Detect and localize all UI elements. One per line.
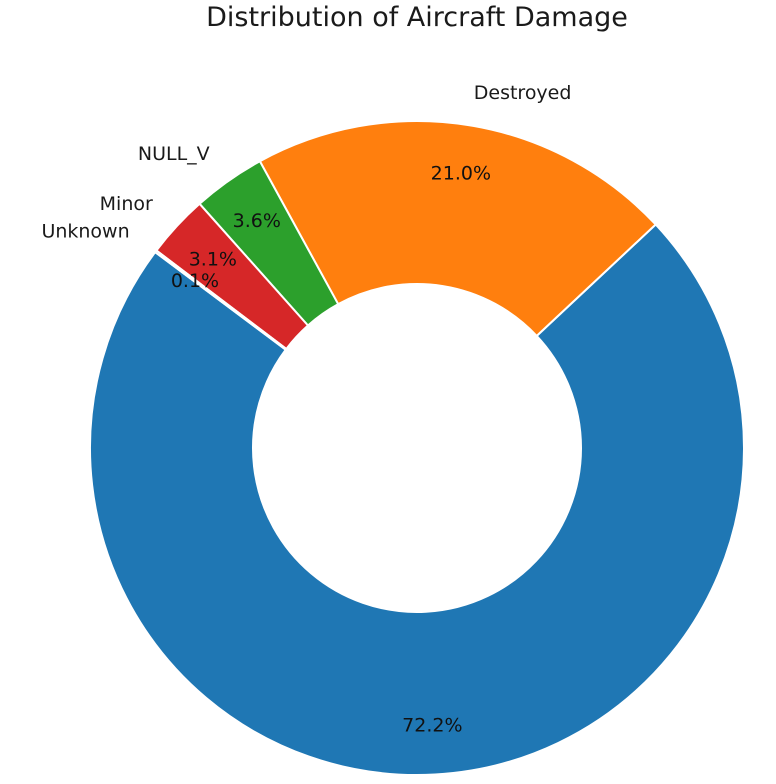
pct-label: 0.1% [171,270,219,292]
labels-group: 72.2% 21.0% Destroyed 3.6% NULL_V 3.1% Minor 0.… [41,82,571,737]
pct-label: 3.1% [189,248,237,270]
slice-label: Minor [100,193,153,215]
slice-label: Unknown [41,221,129,243]
pct-label: 72.2% [402,715,462,737]
slice-label: NULL_V [138,143,210,165]
slice-label: Destroyed [474,82,572,104]
slice-unknown [153,249,288,352]
pct-label: 21.0% [431,163,491,185]
slice-destroyed [258,120,658,338]
chart-title: Distribution of Aircraft Damage [206,2,628,33]
pct-label: 3.6% [233,210,281,232]
slices-group [89,120,745,776]
slice-unlabeled [89,223,745,776]
